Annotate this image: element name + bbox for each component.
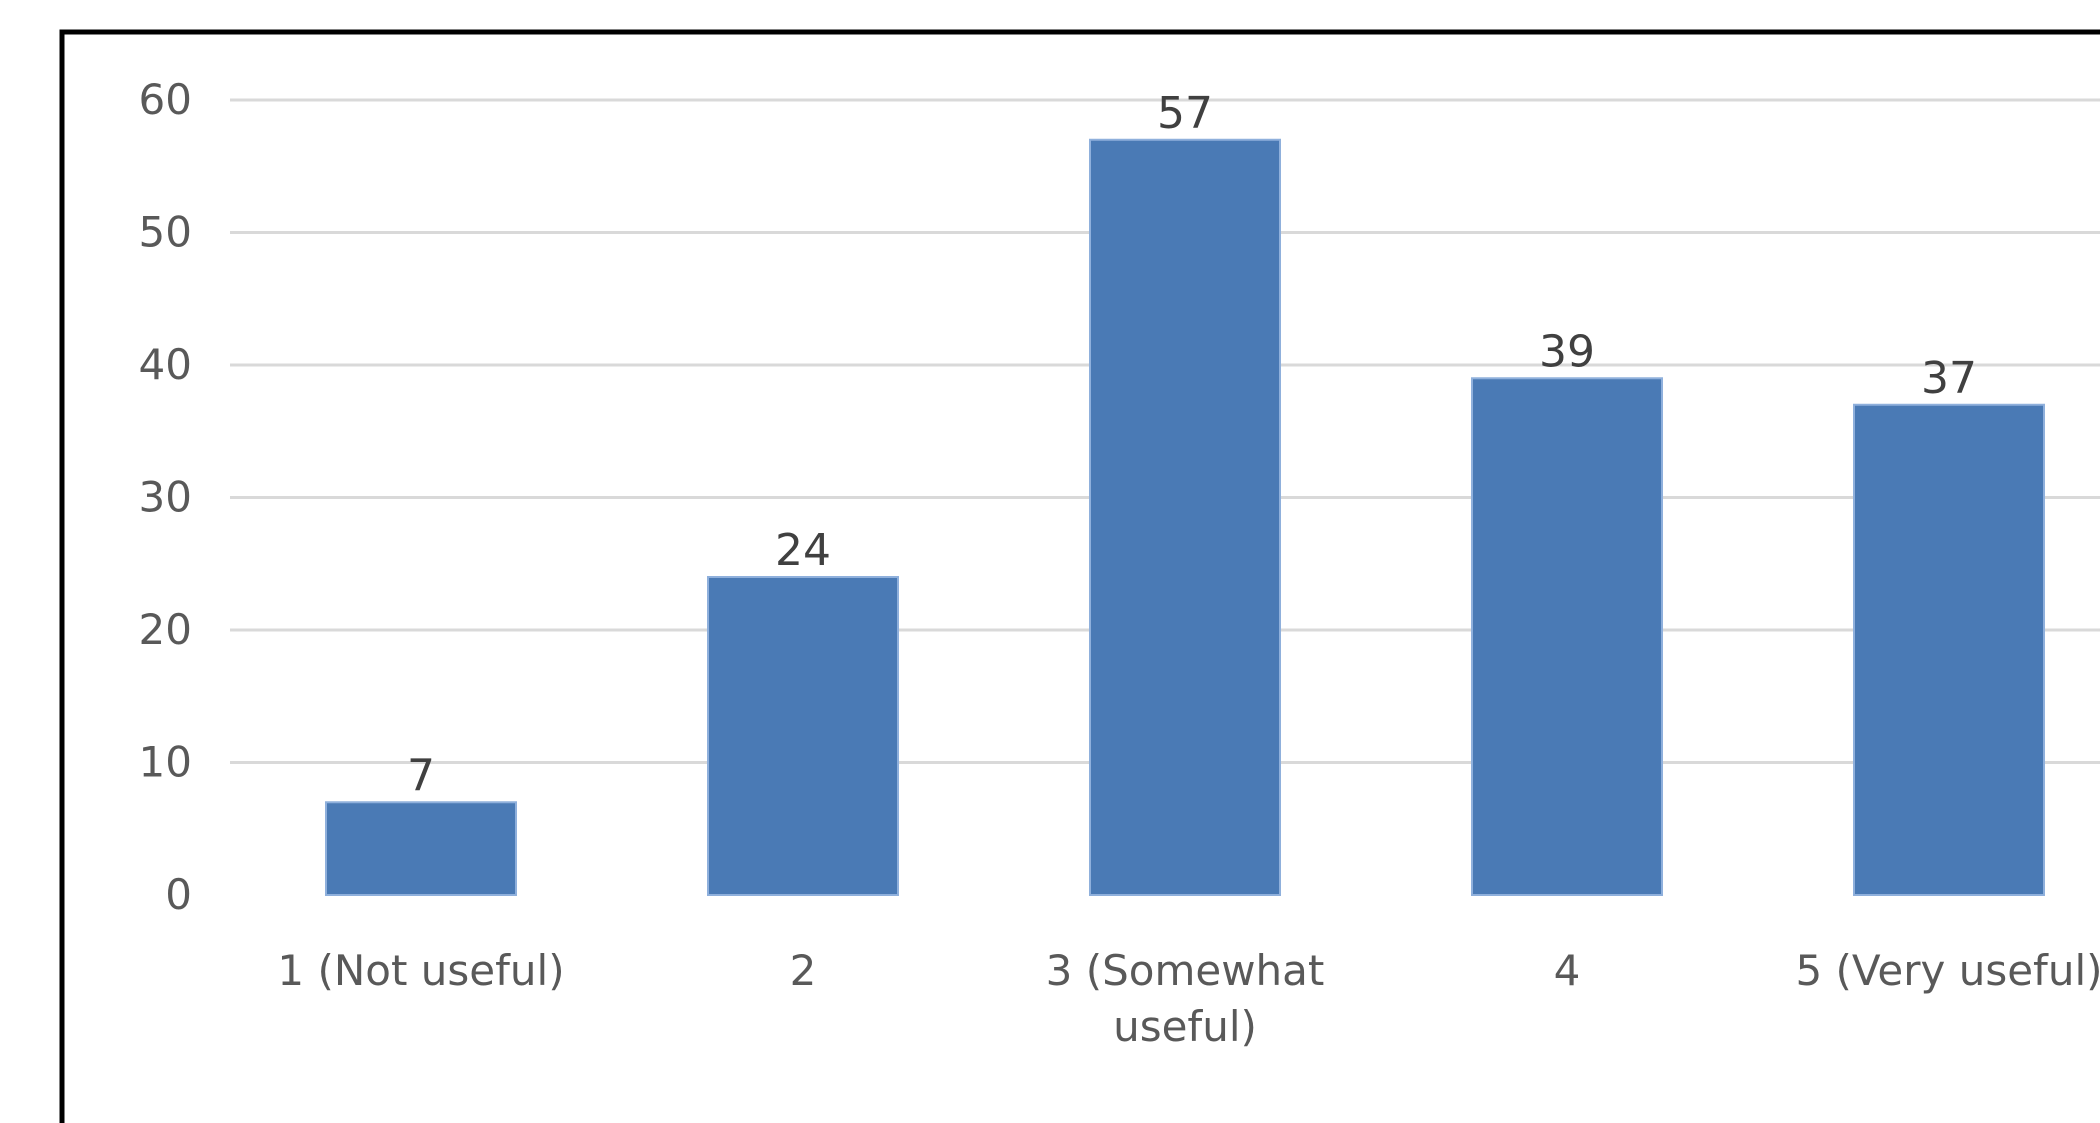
data-labels: 7 24 57 39 37: [407, 88, 1977, 802]
y-axis-ticks: 0 10 20 30 40 50 60: [139, 75, 192, 919]
y-tick-label: 50: [139, 208, 192, 257]
y-tick-label: 40: [139, 340, 192, 389]
category-label-line: 1 (Not useful): [277, 946, 564, 995]
data-label: 37: [1921, 353, 1977, 404]
category-label: 2: [790, 946, 817, 995]
bar: [1089, 138, 1281, 896]
x-axis-categories: 1 (Not useful) 2 3 (Somewhat useful) 4 5 (Ver…: [277, 946, 2100, 1051]
category-label-line: 3 (Somewhat: [1046, 946, 1325, 995]
data-label: 7: [407, 750, 435, 801]
category-label: 5 (Very useful): [1795, 946, 2100, 995]
data-label: 24: [775, 525, 831, 576]
bar: [1853, 403, 2045, 896]
y-tick-label: 0: [165, 870, 192, 919]
category-label: 4: [1554, 946, 1581, 995]
category-label: 3 (Somewhat useful): [1046, 946, 1325, 1051]
category-label-line: 4: [1554, 946, 1581, 995]
y-tick-label: 20: [139, 605, 192, 654]
y-tick-label: 30: [139, 473, 192, 522]
bar: [1471, 377, 1663, 896]
y-tick-label: 10: [139, 738, 192, 787]
data-label: 39: [1539, 326, 1595, 377]
category-label: 1 (Not useful): [277, 946, 564, 995]
bars: [325, 138, 2045, 896]
data-label: 57: [1157, 88, 1213, 139]
bar: [707, 576, 899, 896]
category-label-line: 2: [790, 946, 817, 995]
y-tick-label: 60: [139, 75, 192, 124]
category-label-line: 5 (Very useful): [1795, 946, 2100, 995]
bar: [325, 801, 517, 896]
category-label-line: useful): [1113, 1002, 1257, 1051]
chart-frame: [59, 29, 2100, 1123]
